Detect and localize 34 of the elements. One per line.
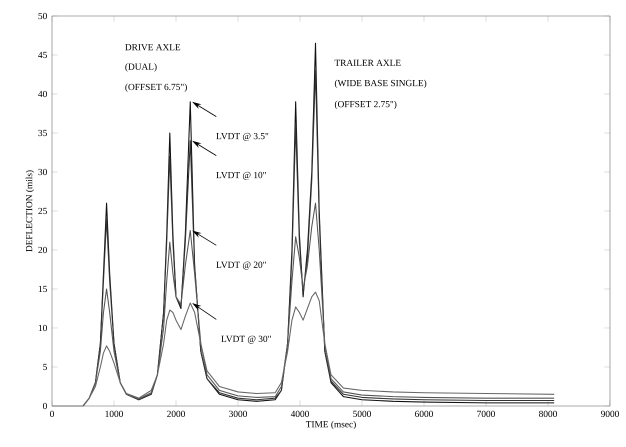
x-tick-label: 8000	[539, 410, 557, 417]
annotation: (DUAL)	[125, 63, 157, 72]
annotation: DRIVE AXLE	[125, 44, 180, 50]
x-tick-label: 0	[50, 410, 54, 417]
x-tick-label: 9000	[600, 410, 619, 417]
y-tick-label: 50	[38, 12, 47, 20]
y-tick-label: 20	[38, 246, 47, 254]
text: LVDT @ 20"	[216, 262, 266, 270]
annotation: TRAILER AXLE	[334, 60, 401, 66]
y-axis-title: DEFLECTION (mils)	[26, 170, 34, 252]
x-tick-label: 5000	[353, 410, 371, 417]
y-tick-label: 25	[38, 208, 47, 214]
x-tick-label: 3000	[229, 410, 247, 417]
y-tick-label: 5	[43, 364, 47, 370]
line-series	[51, 292, 555, 407]
annotation: (OFFSET 6.75")	[125, 84, 187, 92]
series-label: LVDT @ 30"	[221, 336, 271, 344]
y-tick-label: 30	[38, 168, 47, 176]
text: LVDT @ 10"	[216, 172, 266, 180]
y-tick-label: 0	[42, 402, 47, 410]
annotation: (OFFSET 2.75")	[334, 100, 396, 110]
x-tick-label: 7000	[477, 410, 495, 417]
y-tick-label: 15	[38, 286, 47, 292]
y-tick-label: 45	[38, 52, 47, 58]
text: LVDT @ 3.5"	[216, 132, 268, 141]
y-tick-label: 40	[38, 90, 47, 98]
x-tick-label: 2000	[167, 410, 185, 417]
y-tick-label: 10	[38, 324, 47, 332]
annotation: (WIDE BASE SINGLE)	[334, 80, 426, 88]
x-tick-label: 6000	[415, 410, 433, 417]
x-tick-label: 1000	[105, 410, 123, 417]
y-tick-label: 35	[38, 130, 47, 136]
x-axis-title: TIME (msec)	[306, 420, 356, 430]
x-tick-label: 4000	[290, 410, 309, 417]
